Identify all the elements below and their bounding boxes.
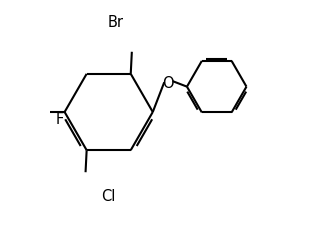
Text: Cl: Cl (101, 188, 116, 203)
Text: Br: Br (107, 15, 123, 30)
Text: F: F (55, 112, 64, 126)
Text: O: O (162, 75, 174, 90)
